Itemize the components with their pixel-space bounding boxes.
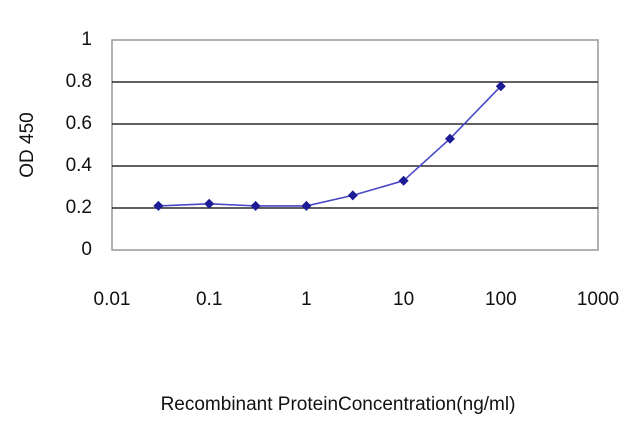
y-tick-label: 0.4: [66, 155, 93, 176]
data-point: [250, 200, 261, 211]
y-tick-label: 0: [81, 239, 92, 260]
y-tick-label: 1: [81, 29, 92, 50]
data-point: [347, 190, 358, 201]
data-point: [495, 81, 506, 92]
x-tick-label: 1: [301, 289, 312, 310]
x-tick-label: 0.1: [196, 289, 222, 310]
x-tick-label: 100: [485, 289, 517, 310]
data-point: [153, 200, 164, 211]
y-tick-label: 0.6: [66, 113, 92, 134]
plot-area: [111, 39, 599, 251]
x-tick-label: 0.01: [94, 289, 131, 310]
x-tick-label: 1000: [577, 289, 619, 310]
x-axis-label: Recombinant ProteinConcentration(ng/ml): [161, 394, 516, 415]
y-tick-label: 0.2: [66, 197, 92, 218]
data-point: [444, 133, 455, 144]
y-axis-label: OD 450: [17, 112, 38, 177]
x-tick-label: 10: [393, 289, 414, 310]
data-point: [204, 198, 215, 209]
data-point: [301, 200, 312, 211]
data-point: [398, 175, 409, 186]
data-line: [158, 85, 502, 207]
y-tick-label: 0.8: [66, 71, 92, 92]
